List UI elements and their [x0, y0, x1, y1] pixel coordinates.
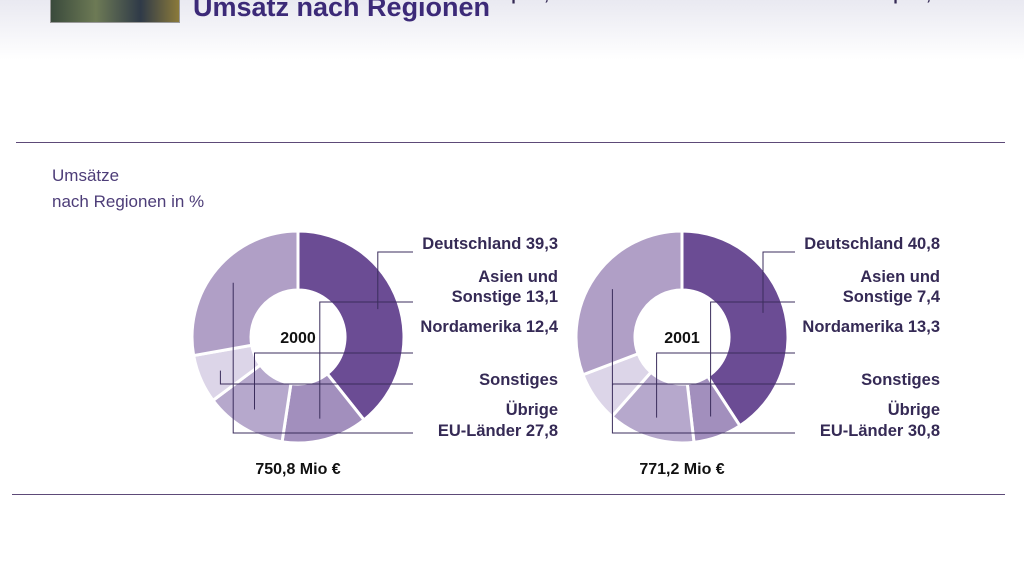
donut-2000-year-label: 2000 — [280, 330, 316, 347]
donut-2001-label-sonstiges-europa-line-2: Europa 7,7 — [856, 0, 940, 4]
donut-2000-leader-nordamerika — [254, 352, 413, 410]
donut-2001-leader-uebrige-eu-laender — [611, 289, 795, 434]
donut-2001-label-sonstiges-europa-line-1: Sonstiges — [861, 371, 940, 389]
donut-2001-label-nordamerika-line-1: Nordamerika 13,3 — [802, 318, 940, 336]
chart-subtitle: Umsätze nach Regionen in % — [52, 163, 312, 215]
donut-2000-label-uebrige-eu-laender-line-2: EU-Länder 27,8 — [438, 422, 558, 440]
donut-2000-leader-uebrige-eu-laender — [232, 282, 413, 434]
donut-2001-leader-asien-und-sonstige — [710, 301, 795, 417]
donut-2001-leader-deutschland — [762, 251, 795, 313]
donut-2000-leader-sonstiges-europa — [219, 370, 413, 385]
header-photo — [50, 0, 180, 23]
chart-subtitle-line-2: nach Regionen in % — [52, 192, 205, 211]
donut-2001-label-asien-und-sonstige-line-1: Asien und — [860, 268, 940, 286]
donut-2000-total-label: 750,8 Mio € — [255, 461, 340, 478]
donut-2000-segment-uebrige-eu-laender — [190, 229, 300, 358]
donut-2000-label-deutschland-line-1: Deutschland 39,3 — [422, 235, 558, 253]
donut-2000-label-asien-und-sonstige-line-2: Sonstige 13,1 — [452, 288, 558, 306]
chart-subtitle-line-1: Umsätze — [52, 166, 120, 185]
donut-2000-label-asien-und-sonstige-line-1: Asien und — [478, 268, 558, 286]
donut-2001-year-label: 2001 — [664, 330, 700, 347]
donut-2001-label-uebrige-eu-laender-line-2: EU-Länder 30,8 — [820, 422, 940, 440]
donut-2001-label-asien-und-sonstige-line-2: Sonstige 7,4 — [843, 288, 941, 306]
page-title: Umsatz nach Regionen — [193, 0, 491, 22]
donut-2001-label-deutschland-line-1: Deutschland 40,8 — [804, 235, 940, 253]
donut-2000-leader-deutschland — [377, 251, 413, 310]
donut-2000-label-sonstiges-europa-line-1: Sonstiges — [479, 371, 558, 389]
bottom-divider — [12, 494, 1005, 495]
donut-2001-segment-uebrige-eu-laender — [574, 229, 684, 377]
donut-2000-label-sonstiges-europa-line-2: Europa 7,4 — [474, 0, 559, 4]
donut-2000-leader-asien-und-sonstige — [319, 301, 413, 419]
donut-2001-label-uebrige-eu-laender-line-1: Übrige — [888, 400, 940, 419]
donut-2001-total-label: 771,2 Mio € — [639, 461, 724, 478]
donut-2001-leader-nordamerika — [656, 352, 795, 418]
donut-2000-label-nordamerika-line-1: Nordamerika 12,4 — [420, 318, 558, 336]
top-divider — [16, 142, 1005, 143]
donut-2000-label-uebrige-eu-laender-line-1: Übrige — [506, 400, 558, 419]
